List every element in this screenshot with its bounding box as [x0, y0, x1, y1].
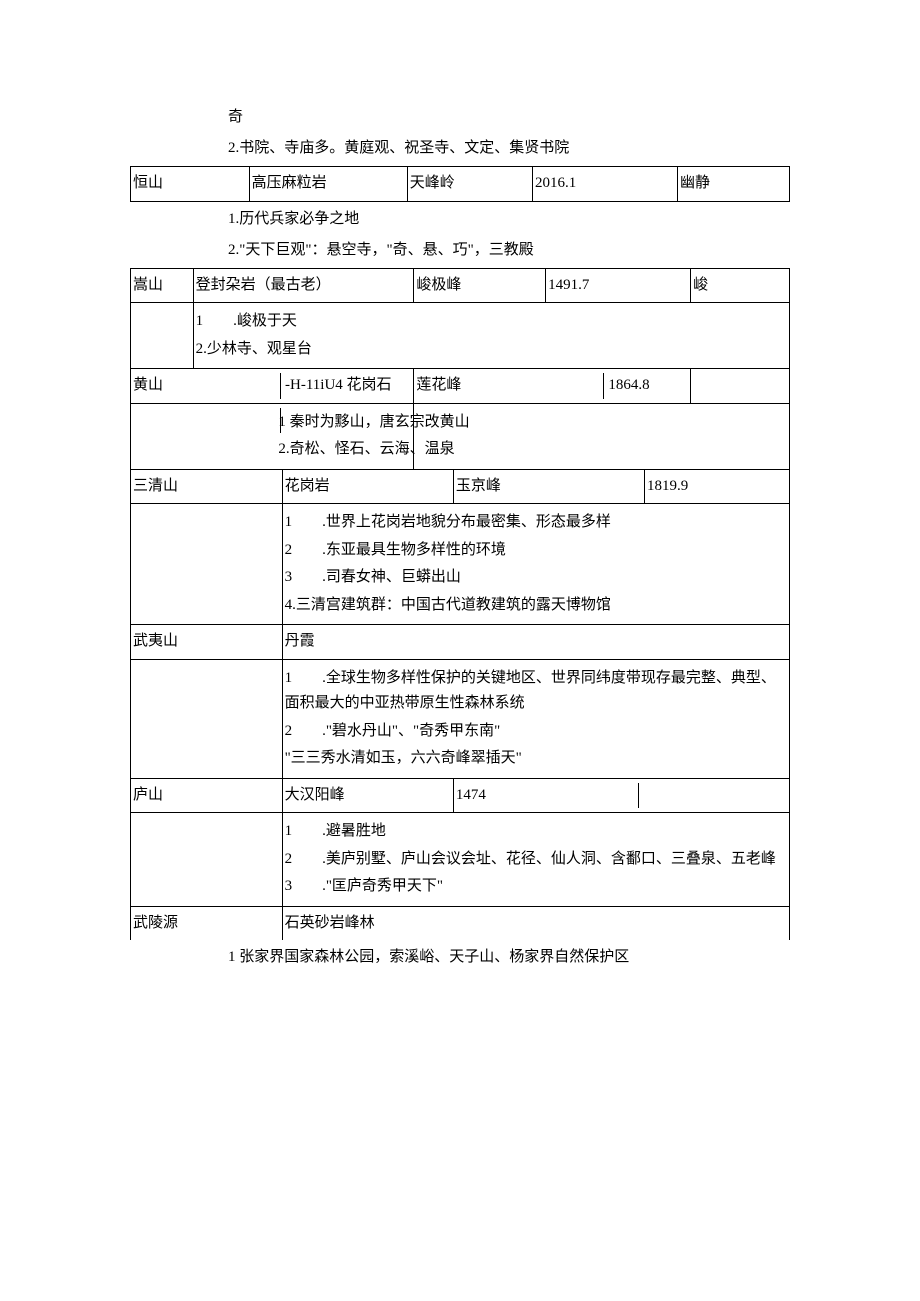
detail-line: 3 ."匡庐奇秀甲天下"	[285, 874, 787, 900]
cell-empty	[131, 303, 194, 369]
detail-line: 3 .司春女神、巨蟒出山	[285, 565, 787, 591]
table-row: 嵩山 登封朶岩（最古老） 峻极峰 1491.7 峻	[131, 268, 790, 303]
detail-line: 2 .美庐别墅、庐山会议会址、花径、仙人洞、含鄱口、三叠泉、五老峰	[285, 847, 787, 873]
table-row: 黄山 -H-11iU4 花岗石 莲花峰 1864.8	[131, 369, 790, 404]
cell-name: 武陵源	[131, 906, 283, 940]
cell-empty	[131, 813, 283, 907]
mid-text-line: 1.历代兵家必争之地	[228, 206, 790, 233]
cell-detail: 1 .全球生物多样性保护的关键地区、世界同纬度带现存最完整、典型、面积最大的中亚…	[282, 659, 789, 778]
cell-empty	[131, 504, 283, 625]
detail-line: 2 .东亚最具生物多样性的环境	[285, 538, 787, 564]
cell-name: 庐山	[131, 778, 283, 813]
cell-peak: 峻极峰	[414, 268, 546, 303]
sub-cell: -H-11iU4 花岗石	[281, 373, 412, 399]
detail-line: 2 ."碧水丹山"、"奇秀甲东南"	[285, 719, 787, 745]
pre-text-line: 2.书院、寺庙多。黄庭观、祝圣寺、文定、集贤书院	[228, 135, 790, 162]
sub-cell	[133, 408, 281, 434]
cell-height: 1491.7	[546, 268, 691, 303]
cell-feature: 幽静	[677, 167, 789, 202]
cell-rock: 花岗岩	[282, 469, 453, 504]
post-text-line: 1 张家界国家森林公园，索溪峪、天子山、杨家界自然保护区	[228, 944, 790, 971]
cell-detail: 1 秦时为黟山，唐玄宗改黄山 2.奇松、怪石、云海、温泉	[414, 403, 790, 469]
cell-name: 黄山 -H-11iU4 花岗石	[131, 369, 414, 404]
detail-line: 1 秦时为黟山，唐玄宗改黄山	[278, 410, 787, 436]
detail-line: "三三秀水清如玉，六六奇峰翠插天"	[285, 746, 787, 772]
cell-empty	[131, 659, 283, 778]
table-row: 1 .避暑胜地 2 .美庐别墅、庐山会议会址、花径、仙人洞、含鄱口、三叠泉、五老…	[131, 813, 790, 907]
table-row: 庐山 大汉阳峰 1474	[131, 778, 790, 813]
cell-name: 三清山	[131, 469, 283, 504]
table-row: 1 .峻极于天 2.少林寺、观星台	[131, 303, 790, 369]
table-row: 1 .全球生物多样性保护的关键地区、世界同纬度带现存最完整、典型、面积最大的中亚…	[131, 659, 790, 778]
cell-height: 1474	[453, 778, 789, 813]
detail-line: 1 .避暑胜地	[285, 819, 787, 845]
cell-rock: 高压麻粒岩	[249, 167, 407, 202]
cell-name: 恒山	[131, 167, 250, 202]
cell-peak: 玉京峰	[453, 469, 644, 504]
table-hengshan: 恒山 高压麻粒岩 天峰岭 2016.1 幽静	[130, 166, 790, 202]
mid-text-line: 2."天下巨观"：悬空寺，"奇、悬、巧"，三教殿	[228, 237, 790, 264]
cell-detail: 1 .避暑胜地 2 .美庐别墅、庐山会议会址、花径、仙人洞、含鄱口、三叠泉、五老…	[282, 813, 789, 907]
cell-detail: 1 .峻极于天 2.少林寺、观星台	[193, 303, 789, 369]
cell-rock: 丹霞	[282, 625, 789, 660]
cell-empty	[691, 369, 790, 404]
cell-peak: 大汉阳峰	[282, 778, 453, 813]
table-row: 1 .世界上花岗岩地貌分布最密集、形态最多样 2 .东亚最具生物多样性的环境 3…	[131, 504, 790, 625]
table-main-2: 三清山 花岗岩 玉京峰 1819.9 1 .世界上花岗岩地貌分布最密集、形态最多…	[130, 469, 790, 941]
sub-cell: 1864.8	[604, 373, 688, 399]
sub-cell: 莲花峰	[416, 373, 604, 399]
cell-detail: 1 .世界上花岗岩地貌分布最密集、形态最多样 2 .东亚最具生物多样性的环境 3…	[282, 504, 789, 625]
table-row: 武夷山 丹霞	[131, 625, 790, 660]
sub-cell: 1474	[456, 783, 638, 809]
cell-height: 2016.1	[532, 167, 677, 202]
pre-text-line: 奇	[228, 104, 790, 131]
cell-name: 武夷山	[131, 625, 283, 660]
table-row: 恒山 高压麻粒岩 天峰岭 2016.1 幽静	[131, 167, 790, 202]
sub-cell	[638, 783, 787, 809]
cell-peak: 莲花峰 1864.8	[414, 369, 691, 404]
detail-line: 2.奇松、怪石、云海、温泉	[278, 437, 787, 463]
cell-peak: 天峰岭	[407, 167, 532, 202]
document-page: 奇 2.书院、寺庙多。黄庭观、祝圣寺、文定、集贤书院 恒山 高压麻粒岩 天峰岭 …	[0, 0, 920, 1055]
cell-rock: 石英砂岩峰林	[282, 906, 789, 940]
detail-line: 2.少林寺、观星台	[196, 337, 787, 363]
cell-feature: 峻	[691, 268, 790, 303]
cell-rock: 登封朶岩（最古老）	[193, 268, 414, 303]
cell-height: 1819.9	[645, 469, 790, 504]
table-row: 武陵源 石英砂岩峰林	[131, 906, 790, 940]
table-row: 三清山 花岗岩 玉京峰 1819.9	[131, 469, 790, 504]
detail-line: 1 .峻极于天	[196, 309, 787, 335]
cell-name: 嵩山	[131, 268, 194, 303]
table-main: 嵩山 登封朶岩（最古老） 峻极峰 1491.7 峻 1 .峻极于天 2.少林寺、…	[130, 268, 790, 470]
detail-line: 1 .全球生物多样性保护的关键地区、世界同纬度带现存最完整、典型、面积最大的中亚…	[285, 666, 787, 717]
sub-cell: 黄山	[133, 373, 281, 399]
table-row: 1 秦时为黟山，唐玄宗改黄山 2.奇松、怪石、云海、温泉	[131, 403, 790, 469]
detail-line: 4.三清宫建筑群：中国古代道教建筑的露天博物馆	[285, 593, 787, 619]
detail-line: 1 .世界上花岗岩地貌分布最密集、形态最多样	[285, 510, 787, 536]
